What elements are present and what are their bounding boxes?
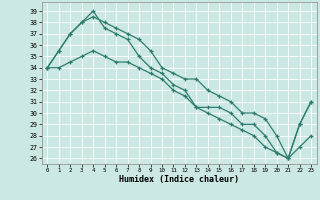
X-axis label: Humidex (Indice chaleur): Humidex (Indice chaleur) <box>119 175 239 184</box>
